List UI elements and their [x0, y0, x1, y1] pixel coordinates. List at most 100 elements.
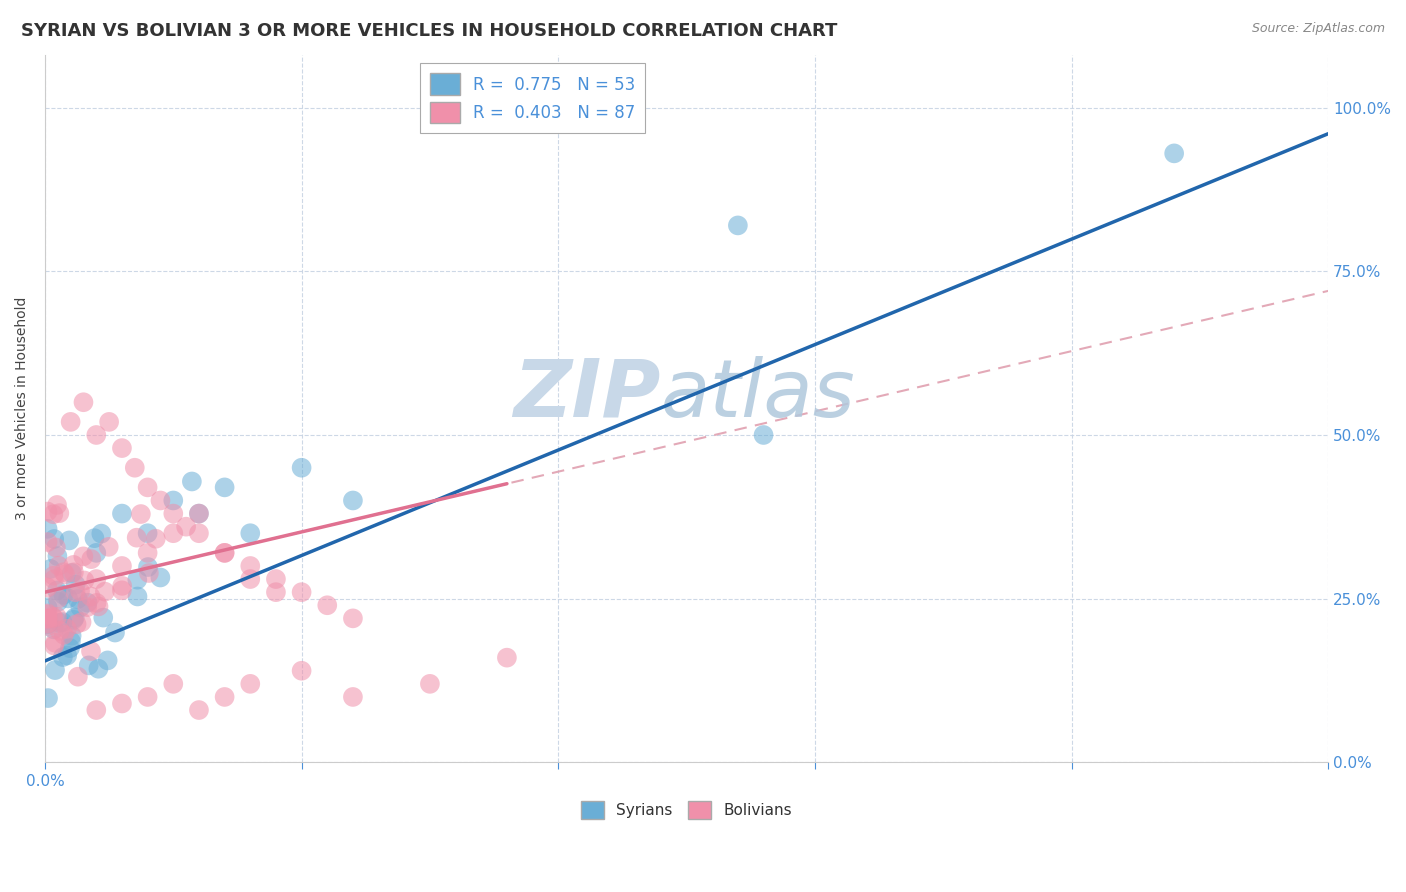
Point	[264, 572, 287, 586]
Point	[76, 600, 98, 615]
Point	[111, 583, 134, 598]
Point	[239, 526, 262, 541]
Legend: Syrians, Bolivians: Syrians, Bolivians	[575, 795, 799, 825]
Point	[65, 585, 87, 599]
Point	[46, 583, 69, 598]
Point	[59, 415, 82, 429]
Point	[52, 588, 75, 602]
Point	[42, 507, 65, 521]
Point	[136, 546, 159, 560]
Point	[214, 690, 236, 704]
Point	[291, 460, 314, 475]
Point	[127, 573, 149, 587]
Point	[46, 498, 69, 512]
Point	[37, 611, 59, 625]
Point	[63, 566, 86, 580]
Point	[37, 616, 59, 631]
Point	[214, 546, 236, 560]
Point	[84, 572, 107, 586]
Point	[48, 506, 70, 520]
Point	[76, 596, 98, 610]
Point	[37, 619, 59, 633]
Point	[188, 703, 211, 717]
Point	[97, 653, 120, 667]
Point	[52, 565, 75, 579]
Point	[752, 428, 775, 442]
Point	[125, 531, 148, 545]
Point	[66, 592, 89, 607]
Point	[48, 624, 70, 638]
Point	[62, 558, 84, 572]
Point	[149, 493, 172, 508]
Point	[342, 690, 364, 704]
Point	[52, 628, 75, 642]
Text: ZIP: ZIP	[513, 356, 661, 434]
Point	[59, 641, 82, 656]
Point	[59, 634, 82, 648]
Point	[136, 526, 159, 541]
Point	[44, 532, 66, 546]
Point	[65, 577, 87, 591]
Point	[56, 648, 79, 663]
Point	[239, 558, 262, 573]
Point	[65, 617, 87, 632]
Point	[60, 629, 83, 643]
Point	[149, 570, 172, 584]
Point	[80, 552, 103, 566]
Point	[58, 533, 80, 548]
Point	[37, 505, 59, 519]
Point	[111, 579, 134, 593]
Point	[86, 596, 108, 610]
Point	[56, 591, 79, 606]
Point	[136, 690, 159, 704]
Point	[52, 650, 75, 665]
Point	[62, 613, 84, 627]
Point	[342, 493, 364, 508]
Point	[138, 566, 160, 580]
Point	[98, 415, 121, 429]
Point	[41, 609, 63, 624]
Point	[111, 507, 134, 521]
Point	[87, 662, 110, 676]
Point	[188, 507, 211, 521]
Point	[56, 622, 79, 636]
Point	[84, 703, 107, 717]
Point	[136, 560, 159, 574]
Point	[162, 526, 184, 541]
Point	[42, 568, 65, 582]
Point	[42, 572, 65, 586]
Point	[46, 591, 69, 606]
Point	[66, 670, 89, 684]
Point	[77, 658, 100, 673]
Point	[127, 590, 149, 604]
Point	[37, 600, 59, 615]
Point	[1163, 146, 1185, 161]
Point	[87, 599, 110, 614]
Point	[291, 585, 314, 599]
Point	[496, 650, 519, 665]
Point	[51, 615, 73, 629]
Point	[84, 546, 107, 560]
Point	[37, 691, 59, 706]
Point	[37, 607, 59, 622]
Point	[111, 441, 134, 455]
Point	[42, 639, 65, 653]
Point	[136, 480, 159, 494]
Point	[53, 567, 76, 582]
Point	[727, 219, 749, 233]
Point	[45, 541, 67, 555]
Point	[44, 663, 66, 677]
Point	[69, 584, 91, 599]
Point	[37, 607, 59, 621]
Point	[419, 677, 441, 691]
Point	[72, 395, 94, 409]
Point	[145, 532, 167, 546]
Point	[188, 507, 211, 521]
Point	[70, 615, 93, 629]
Point	[44, 636, 66, 650]
Text: Source: ZipAtlas.com: Source: ZipAtlas.com	[1251, 22, 1385, 36]
Point	[239, 572, 262, 586]
Point	[239, 677, 262, 691]
Point	[111, 697, 134, 711]
Point	[46, 549, 69, 563]
